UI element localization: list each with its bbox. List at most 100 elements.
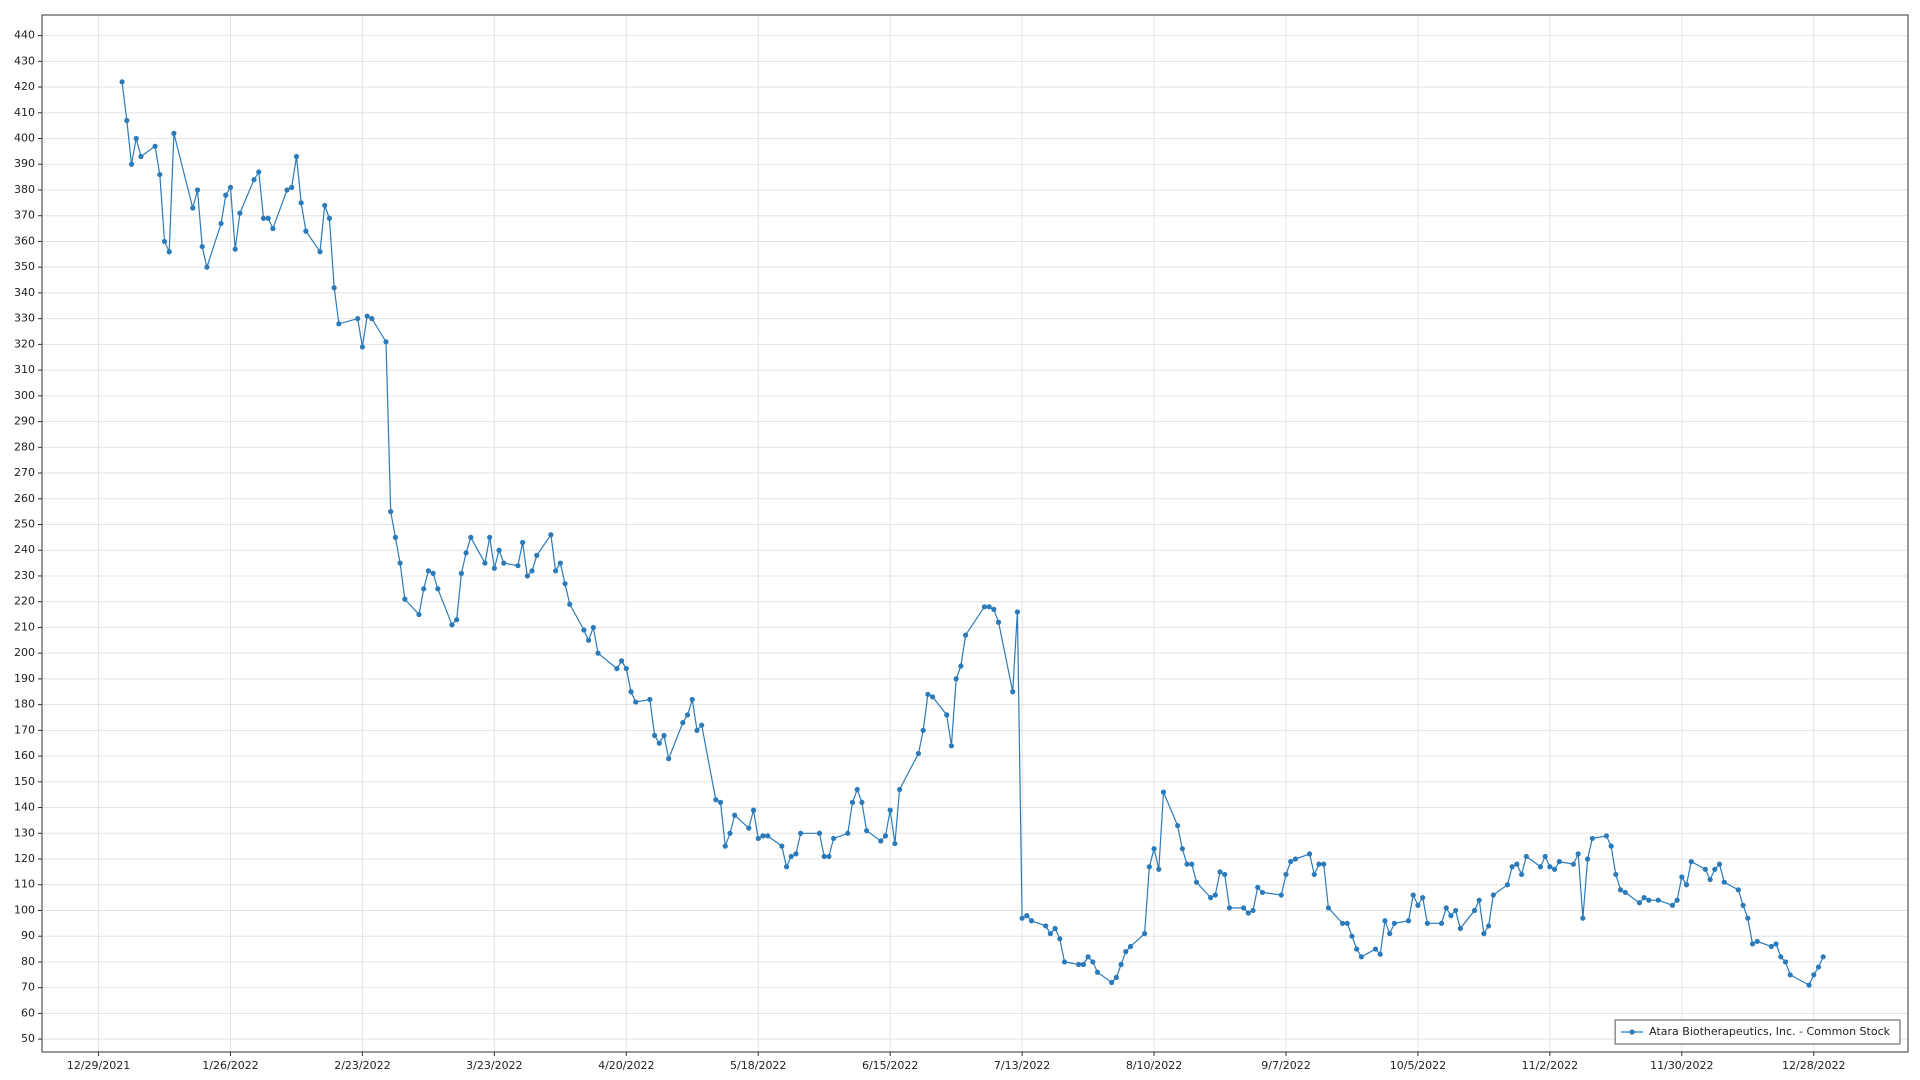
data-point <box>746 825 752 831</box>
data-point <box>1377 951 1383 957</box>
data-point <box>298 200 304 206</box>
x-tick-label: 11/2/2022 <box>1522 1059 1578 1072</box>
data-point <box>1156 866 1162 872</box>
data-point <box>1193 879 1200 885</box>
y-tick-label: 410 <box>14 106 35 119</box>
data-point <box>336 321 342 327</box>
data-point <box>1457 925 1463 932</box>
y-tick-label: 260 <box>14 492 35 505</box>
data-point <box>750 807 757 813</box>
data-point <box>1127 943 1134 950</box>
data-point <box>1707 876 1713 883</box>
data-point <box>614 665 620 672</box>
y-tick-label: 290 <box>14 415 35 428</box>
data-point <box>392 534 399 540</box>
data-point <box>468 534 474 540</box>
data-point <box>458 570 464 576</box>
data-point <box>864 828 870 834</box>
x-tick-label: 5/18/2022 <box>730 1059 786 1072</box>
data-point <box>435 586 441 592</box>
data-point <box>1688 858 1694 865</box>
data-point <box>1217 869 1223 875</box>
data-point <box>831 835 837 842</box>
data-point <box>798 830 804 836</box>
data-point <box>1382 918 1388 924</box>
data-point <box>882 833 889 839</box>
data-point <box>1255 884 1261 890</box>
y-tick-label: 180 <box>14 698 35 711</box>
data-point <box>289 184 295 191</box>
y-tick-label: 60 <box>21 1006 35 1019</box>
series-line <box>121 81 1824 986</box>
data-point <box>892 840 898 847</box>
data-point <box>1387 931 1393 937</box>
data-point <box>1542 853 1548 860</box>
data-point <box>322 202 328 209</box>
data-point <box>958 663 964 669</box>
data-point <box>1556 858 1562 865</box>
data-point <box>1175 822 1181 829</box>
data-point <box>915 750 922 757</box>
data-point <box>152 143 158 149</box>
data-point <box>534 552 540 558</box>
data-point <box>854 786 860 793</box>
data-point <box>284 187 290 193</box>
data-point <box>1076 961 1082 968</box>
data-point <box>1646 897 1652 903</box>
data-point <box>1749 941 1756 947</box>
data-point <box>1123 949 1129 955</box>
data-point <box>878 838 884 844</box>
data-point <box>515 563 521 569</box>
y-tick-label: 50 <box>21 1032 35 1045</box>
data-point <box>717 799 724 805</box>
y-tick-label: 330 <box>14 312 35 325</box>
data-point <box>590 624 596 631</box>
data-point <box>520 539 526 546</box>
data-point <box>487 534 493 540</box>
data-point <box>1043 923 1049 929</box>
data-point <box>1047 931 1053 937</box>
data-point <box>1245 910 1251 916</box>
data-point <box>1094 969 1101 975</box>
data-point <box>1622 889 1628 896</box>
data-point <box>1476 897 1482 903</box>
data-point <box>948 743 955 749</box>
legend-label: Atara Biotherapeutics, Inc. - Common Sto… <box>1649 1025 1890 1038</box>
y-tick-label: 400 <box>14 132 35 145</box>
data-point <box>1636 900 1643 906</box>
data-point <box>1778 954 1784 960</box>
data-point <box>661 732 667 739</box>
data-point <box>1109 979 1115 986</box>
data-point <box>732 812 738 818</box>
data-point <box>161 238 168 245</box>
data-point <box>1787 972 1793 978</box>
legend: Atara Biotherapeutics, Inc. - Common Sto… <box>1614 1019 1901 1045</box>
y-tick-label: 350 <box>14 260 35 273</box>
data-point <box>1580 915 1586 921</box>
data-point <box>1547 864 1553 870</box>
data-point <box>1453 907 1459 914</box>
data-point <box>1523 853 1529 860</box>
data-point <box>816 830 823 836</box>
data-point <box>1146 864 1152 870</box>
data-point <box>727 830 733 836</box>
data-point <box>1782 959 1789 965</box>
y-tick-label: 160 <box>14 749 35 762</box>
data-point <box>1735 887 1741 893</box>
data-point <box>119 79 125 85</box>
legend-box <box>1614 1019 1901 1045</box>
data-point <box>548 532 554 538</box>
data-point <box>1481 931 1487 937</box>
plot-frame <box>41 14 1909 1053</box>
data-point <box>1349 933 1355 939</box>
data-point <box>647 696 653 703</box>
data-point <box>567 601 573 607</box>
data-point <box>1019 915 1025 921</box>
data-point <box>430 570 436 576</box>
data-point <box>223 192 229 198</box>
x-tick-label: 6/15/2022 <box>862 1059 918 1072</box>
data-point <box>1415 902 1421 908</box>
data-point <box>1344 920 1350 926</box>
y-tick-label: 240 <box>14 543 35 556</box>
data-point <box>586 637 592 643</box>
